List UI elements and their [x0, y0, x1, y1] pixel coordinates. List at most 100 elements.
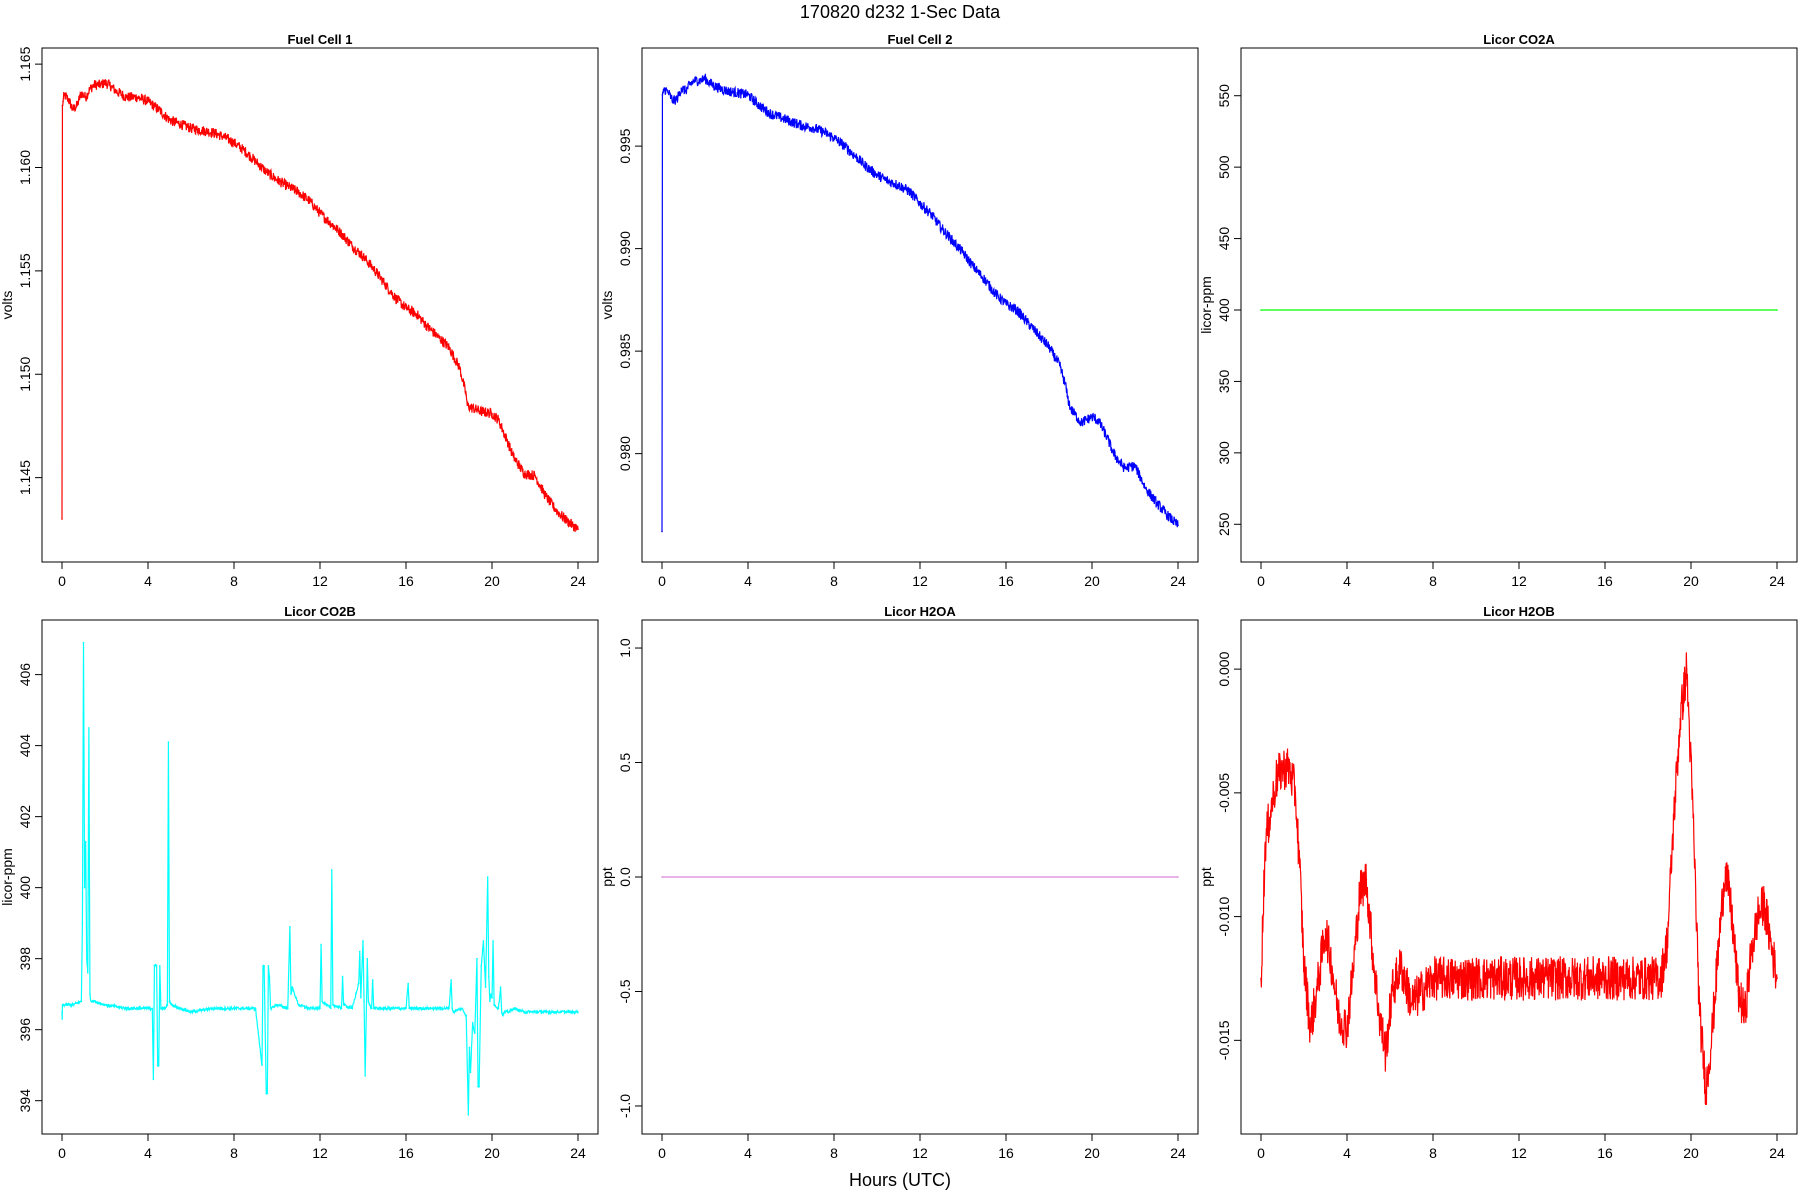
data-point	[1561, 977, 1563, 980]
data-point	[179, 123, 182, 125]
data-point	[972, 266, 975, 268]
y-tick-label: 0.995	[617, 128, 633, 163]
data-point	[469, 406, 472, 409]
data-point	[1359, 891, 1361, 893]
y-axis-label: ppt	[1198, 867, 1214, 887]
data-point	[480, 964, 483, 967]
data-point	[147, 100, 149, 103]
data-point	[1298, 866, 1301, 868]
data-point	[500, 1011, 503, 1013]
data-point	[800, 124, 803, 127]
data-point	[167, 741, 170, 743]
data-point	[1268, 816, 1271, 819]
data-point	[84, 840, 87, 843]
data-point	[534, 474, 536, 477]
data-point	[1421, 990, 1424, 992]
data-point	[512, 456, 515, 458]
data-point	[1763, 903, 1765, 906]
x-tick-label: 0	[58, 1145, 66, 1161]
data-point	[492, 940, 494, 942]
data-point	[1177, 524, 1179, 527]
y-tick-label: 0.000	[1216, 651, 1232, 686]
data-point	[261, 1064, 263, 1066]
data-point	[491, 412, 493, 415]
data-point	[332, 1004, 334, 1006]
data-point	[286, 185, 289, 187]
data-point	[1711, 1027, 1714, 1029]
data-point	[689, 83, 691, 86]
data-point	[291, 986, 293, 988]
data-point	[661, 876, 663, 878]
data-point	[684, 89, 687, 92]
data-point	[499, 986, 502, 988]
y-tick-label: 350	[1216, 370, 1232, 394]
data-point	[170, 1004, 173, 1006]
data-point	[725, 89, 728, 92]
y-axis-label: licor-ppm	[1198, 276, 1214, 334]
data-point	[243, 150, 246, 152]
data-point	[493, 1004, 495, 1006]
x-tick-label: 12	[912, 1145, 928, 1161]
data-point	[351, 1007, 354, 1010]
data-point	[833, 137, 835, 139]
panel-title: Licor CO2B	[284, 604, 356, 619]
panel-fc2: Fuel Cell 2 volts 0 4 8 12 16 20 24 0.980 0.985 0.9…	[599, 32, 1199, 589]
data-point	[1288, 767, 1290, 769]
data-point	[372, 268, 375, 270]
data-point	[125, 1007, 128, 1010]
data-point	[1015, 309, 1018, 311]
data-point	[152, 1078, 155, 1081]
x-tick-label: 8	[1429, 1145, 1437, 1161]
data-point	[166, 1004, 169, 1006]
x-tick-label: 16	[1597, 1145, 1613, 1161]
data-point	[437, 336, 440, 338]
data-point	[1673, 816, 1675, 819]
data-point	[489, 1000, 491, 1003]
data-point	[790, 120, 792, 123]
y-tick-label: 300	[1216, 441, 1232, 465]
data-point	[1496, 977, 1499, 980]
data-point	[1743, 1014, 1746, 1017]
data-point	[667, 92, 670, 94]
data-point	[85, 957, 88, 960]
data-point	[254, 160, 257, 163]
x-tick-label: 20	[1084, 573, 1100, 589]
data-point	[1026, 321, 1029, 324]
data-point	[779, 116, 782, 119]
data-point	[342, 1004, 345, 1006]
y-tick-label: 250	[1216, 512, 1232, 536]
data-point	[768, 112, 771, 115]
data-point	[1666, 940, 1669, 943]
x-tick-label: 4	[1343, 573, 1351, 589]
plot-frame	[1240, 619, 1798, 1135]
data-point	[497, 1007, 500, 1010]
data-point	[233, 141, 235, 144]
y-tick-label: 400	[17, 876, 33, 900]
data-point	[254, 1007, 257, 1010]
data-point	[1756, 915, 1759, 918]
data-point	[211, 1007, 214, 1010]
data-point	[1453, 977, 1456, 980]
data-point	[80, 1000, 83, 1003]
data-point	[67, 98, 70, 101]
data-point	[222, 135, 225, 138]
data-point	[61, 1018, 64, 1020]
data-point	[566, 520, 569, 522]
data-point	[308, 199, 311, 202]
data-point	[452, 1011, 455, 1013]
x-tick-label: 4	[744, 573, 752, 589]
y-tick-label: 396	[17, 1018, 33, 1042]
x-tick-label: 4	[144, 1145, 152, 1161]
data-point	[426, 325, 429, 328]
data-point	[289, 925, 291, 928]
figure-title: 170820 d232 1-Sec Data	[799, 2, 1001, 22]
data-point	[1106, 436, 1108, 439]
plot-frame	[41, 47, 599, 563]
data-point	[383, 1007, 386, 1010]
data-point	[331, 869, 333, 871]
data-point	[82, 641, 85, 644]
data-point	[290, 993, 292, 995]
x-tick-label: 8	[830, 573, 838, 589]
data-point	[662, 92, 664, 94]
